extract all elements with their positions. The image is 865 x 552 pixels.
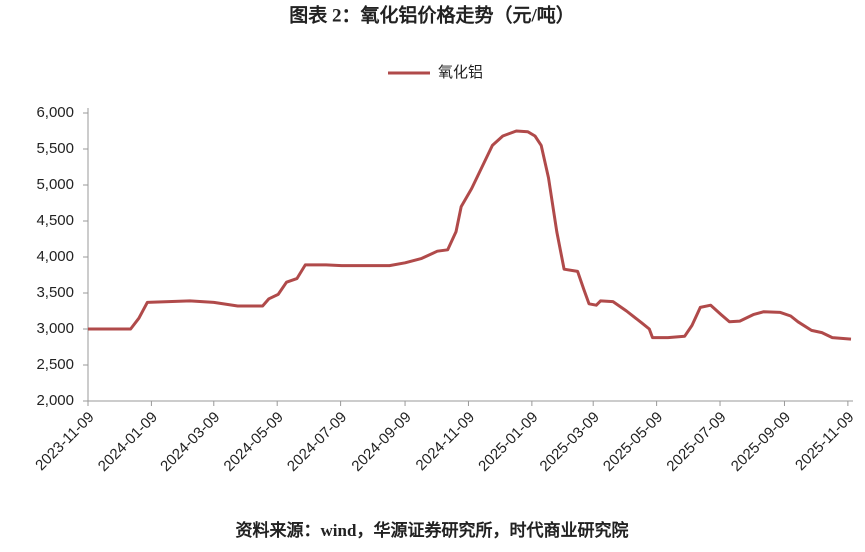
y-tick-label: 4,000 [36,248,74,265]
y-tick-label: 2,500 [36,356,74,373]
y-tick-label: 3,000 [36,320,74,337]
series-line [88,129,852,341]
chart-title: 图表 2：氧化铝价格走势（元/吨） [289,3,575,26]
y-tick-label: 3,500 [36,284,74,301]
x-tick-label: 2023-11-09 [32,409,97,474]
x-tick-label: 2025-01-09 [475,409,541,475]
x-tick-label: 2024-01-09 [95,409,161,475]
x-tick-label: 2025-03-09 [537,409,603,475]
legend-label: 氧化铝 [438,64,483,81]
source-note: 资料来源：wind，华源证券研究所，时代商业研究院 [236,520,629,540]
x-tick-label: 2025-07-09 [663,409,729,475]
x-tick-label: 2025-09-09 [728,409,794,475]
x-tick-label: 2025-11-09 [792,409,857,474]
y-tick-label: 4,500 [36,212,74,229]
x-tick-label: 2025-05-09 [600,409,666,475]
y-tick-label: 5,500 [36,140,74,157]
y-tick-label: 2,000 [36,392,74,409]
x-tick-label: 2024-07-09 [284,409,350,475]
x-tick-label: 2024-03-09 [157,409,223,475]
y-tick-label: 6,000 [36,104,74,121]
x-tick-label: 2024-09-09 [348,409,414,475]
x-tick-label: 2024-11-09 [413,409,478,474]
x-tick-label: 2024-05-09 [221,409,287,475]
y-tick-label: 5,000 [36,176,74,193]
